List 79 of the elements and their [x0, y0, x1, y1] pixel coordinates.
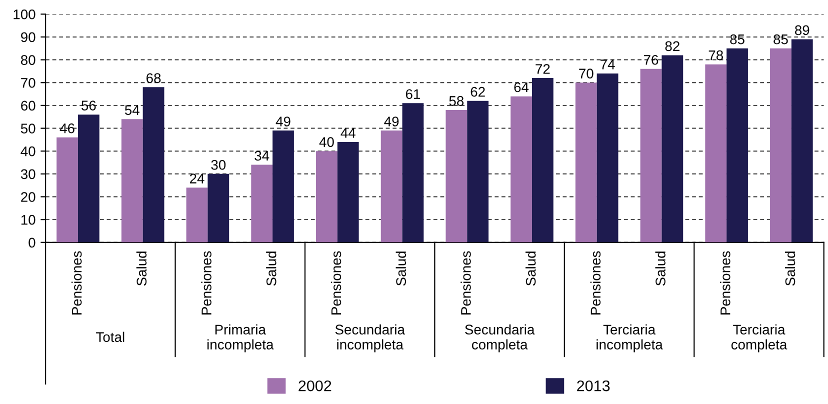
data-label: 64 — [514, 82, 529, 92]
text: Total — [96, 332, 124, 342]
y-tick-label: 60 — [21, 100, 36, 111]
data-label: 76 — [644, 54, 658, 65]
bar — [208, 174, 230, 242]
data-label: 74 — [600, 60, 615, 70]
text: Terciaria incompleta — [596, 324, 663, 352]
bar — [705, 64, 727, 242]
data-label: 85 — [730, 34, 744, 44]
data-label: 54 — [124, 105, 140, 116]
x-tick-label: Pensiones — [460, 251, 471, 314]
data-label: 46 — [60, 123, 74, 134]
x-tick-label: Salud — [655, 252, 666, 286]
x-tick-label: Pensiones — [201, 251, 212, 314]
text: Secundaria completa — [465, 324, 535, 352]
bar — [467, 100, 489, 242]
y-tick-label: 50 — [20, 124, 36, 134]
text: Primaria incompleta — [207, 324, 274, 352]
bar — [316, 151, 338, 242]
bar — [791, 39, 813, 242]
data-label: 40 — [319, 137, 334, 147]
data-label: 72 — [536, 64, 550, 74]
data-label: 24 — [190, 174, 204, 184]
data-label: 30 — [211, 160, 226, 170]
y-tick-label: 80 — [20, 55, 36, 65]
bar — [446, 110, 468, 242]
data-label: 62 — [470, 86, 485, 97]
x-tick-label: Salud — [266, 252, 276, 286]
data-label: 34 — [254, 150, 270, 161]
bar — [575, 82, 597, 242]
x-tick-label: Salud — [784, 252, 796, 286]
x-tick-label: Pensiones — [590, 251, 601, 314]
bar — [142, 87, 164, 242]
y-tick-label: 10 — [21, 214, 36, 225]
y-tick-label: 20 — [21, 192, 36, 202]
y-tick-label: 70 — [21, 78, 36, 88]
data-label: 58 — [449, 96, 464, 106]
data-label: 44 — [340, 128, 356, 138]
data-label: 56 — [82, 100, 96, 110]
data-label: 78 — [708, 50, 723, 60]
bar — [532, 78, 554, 242]
bar — [121, 119, 143, 242]
bar — [596, 73, 618, 242]
bar — [726, 48, 748, 242]
bar — [251, 164, 273, 242]
x-tick-label: Salud — [396, 252, 406, 286]
data-label: 70 — [579, 68, 594, 78]
y-tick-label: 100 — [14, 9, 36, 20]
bar — [272, 130, 294, 242]
y-tick-label: 90 — [21, 32, 36, 42]
bar — [510, 96, 532, 242]
bar — [640, 68, 662, 242]
data-label: 68 — [146, 73, 161, 84]
y-tick-label: 30 — [20, 169, 36, 180]
bar — [402, 103, 424, 242]
bar — [78, 114, 100, 242]
bar — [337, 142, 359, 242]
data-label: 82 — [665, 41, 680, 52]
data-label: 85 — [774, 34, 788, 44]
bar — [186, 188, 208, 242]
bar — [380, 130, 402, 242]
data-label: 49 — [384, 116, 399, 126]
bar — [56, 137, 78, 242]
y-tick-label: 0 — [28, 238, 36, 248]
x-tick-label: Pensiones — [720, 251, 730, 314]
data-label: 61 — [406, 89, 420, 100]
legend-label: 2002 — [298, 380, 332, 392]
y-tick-label: 40 — [20, 146, 36, 156]
x-tick-label: Salud — [526, 252, 536, 286]
legend-label: 2013 — [577, 380, 610, 392]
bar — [662, 55, 684, 242]
x-tick-label: Pensiones — [71, 251, 82, 314]
text: Terciaria completa — [731, 324, 788, 352]
data-label: 49 — [276, 116, 290, 126]
x-tick-label: Salud — [136, 252, 147, 286]
bar — [770, 48, 792, 242]
data-label: 89 — [795, 25, 810, 36]
text: Secundaria incompleta — [335, 324, 405, 352]
x-tick-label: Pensiones — [330, 251, 342, 314]
